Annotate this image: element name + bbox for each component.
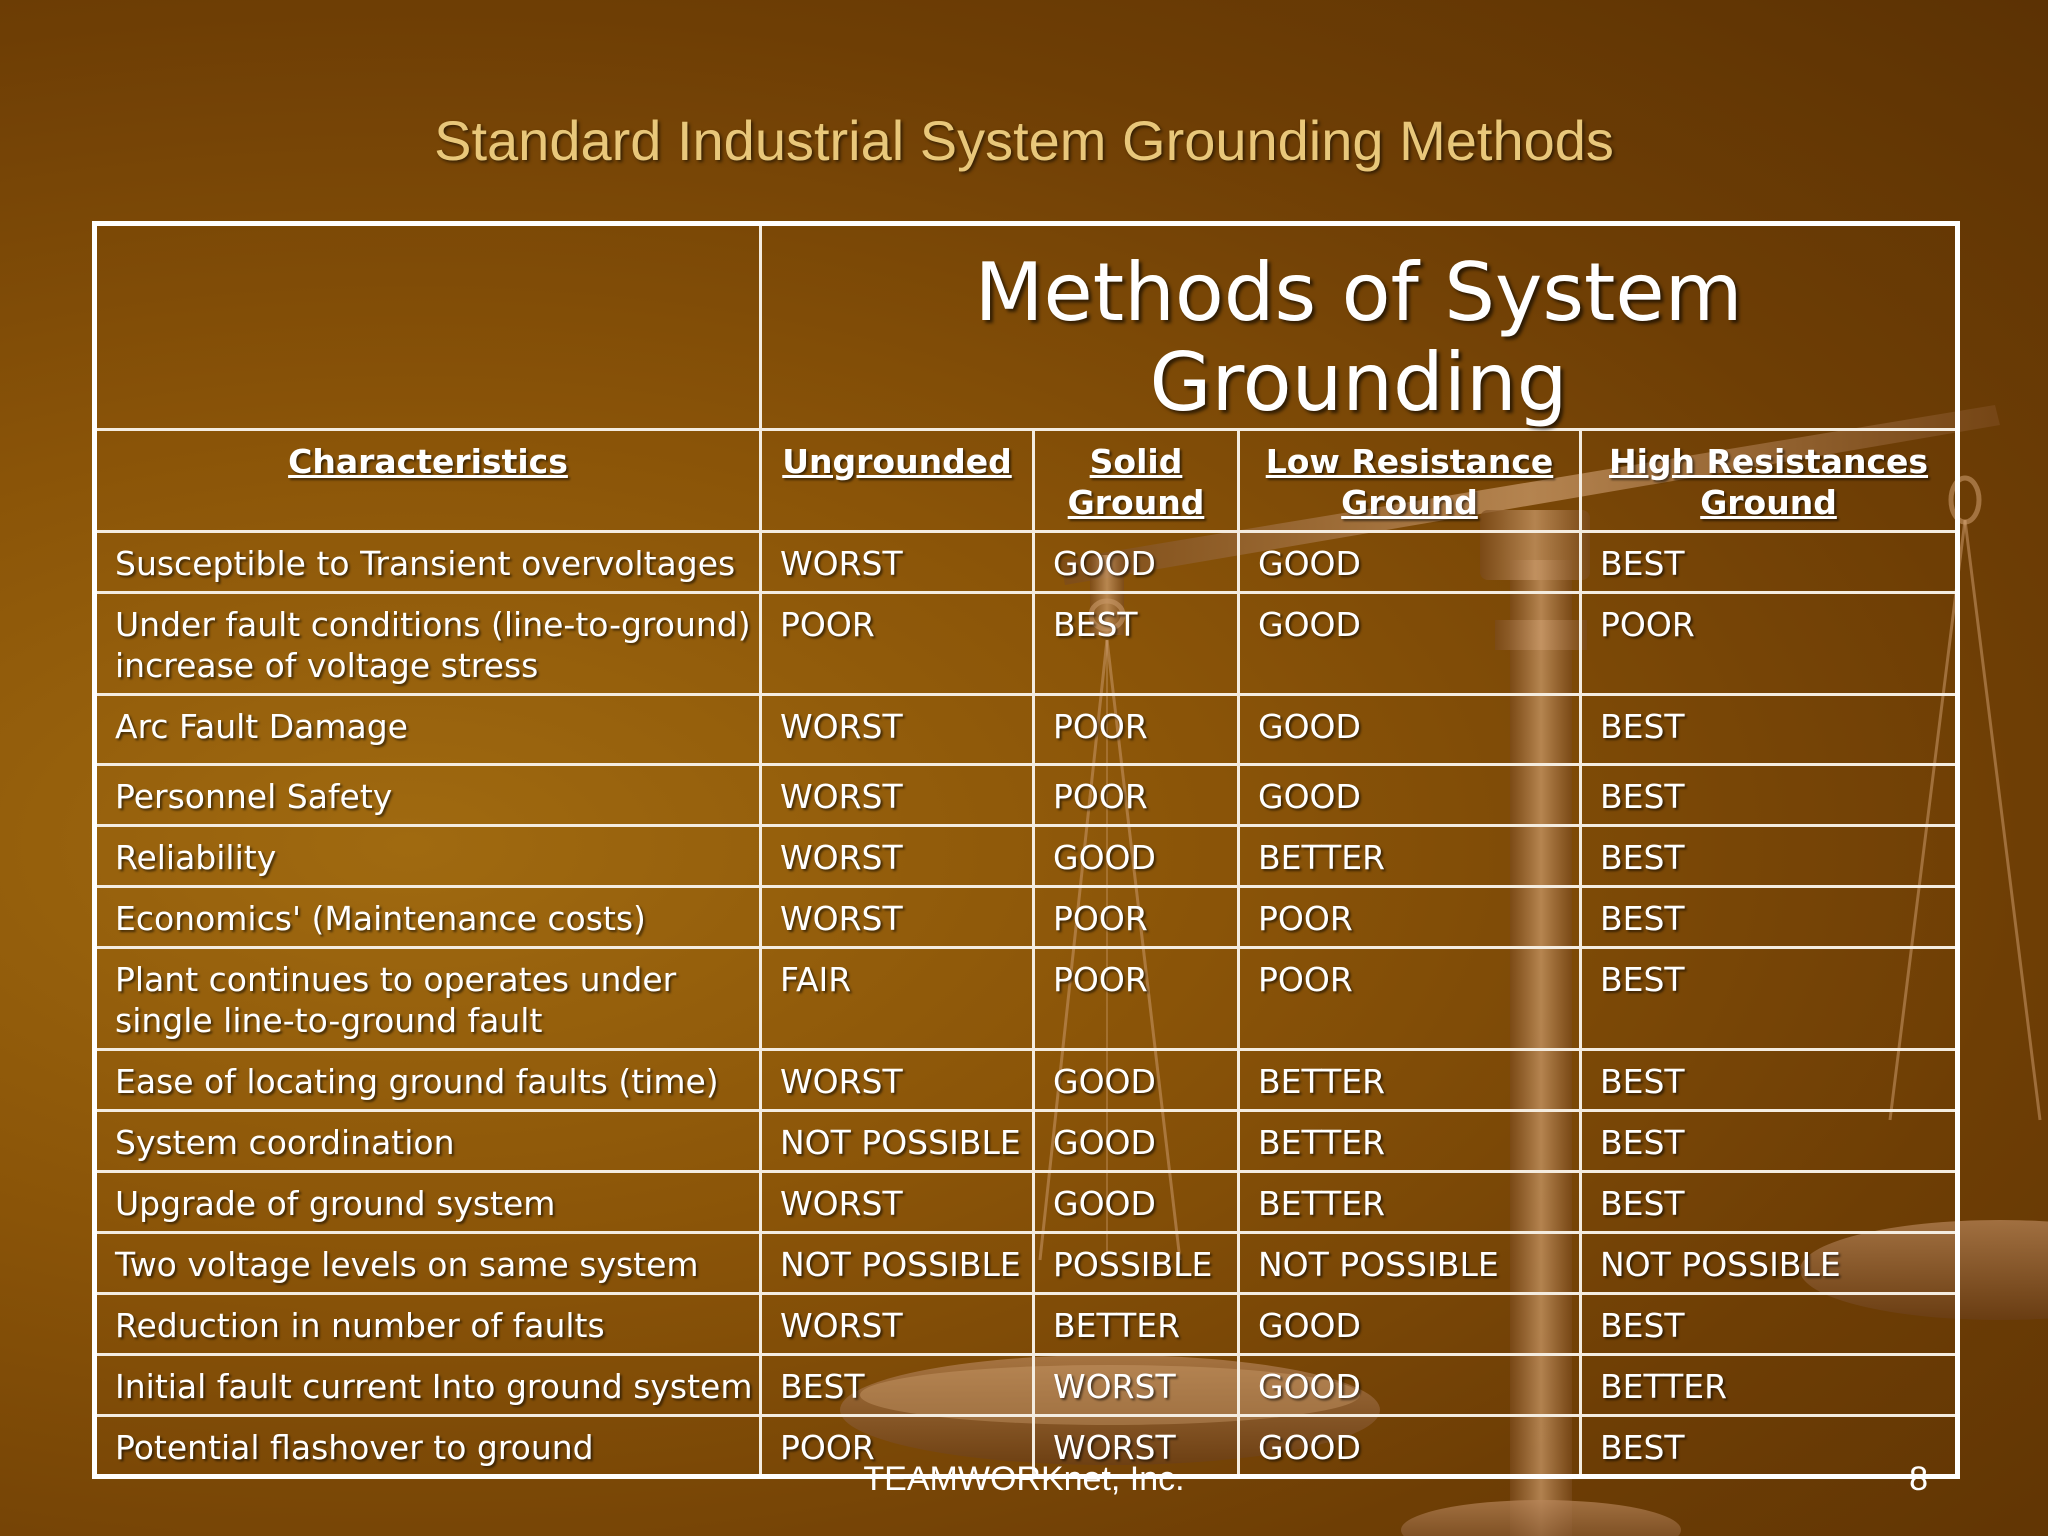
table-row: Two voltage levels on same system NOT PO… [93,1231,1960,1295]
table-row: Initial fault current Into ground system… [93,1353,1960,1417]
column-header-characteristics: Characteristics [93,428,762,533]
high-resistance-cell: BEST [1578,1414,1960,1478]
solid-ground-cell: POOR [1032,885,1240,949]
column-header-low-resistance-ground: Low Resistance Ground [1237,428,1582,533]
solid-ground-cell: GOOD [1032,1048,1240,1112]
column-header-high-resistances-ground: High Resistances Ground [1578,428,1960,533]
characteristic-cell: Upgrade of ground system [93,1170,762,1234]
table-row: Upgrade of ground system WORST GOOD BETT… [93,1170,1960,1234]
low-resistance-cell: BETTER [1237,1109,1582,1173]
column-header-solid-ground: Solid Ground [1032,428,1240,533]
table-row: Potential flashover to ground POOR WORST… [93,1414,1960,1478]
table-row: Economics' (Maintenance costs) WORST POO… [93,885,1960,949]
characteristic-cell: Reduction in number of faults [93,1292,762,1356]
column-header-ungrounded: Ungrounded [759,428,1035,533]
high-resistance-cell: BEST [1578,693,1960,766]
low-resistance-cell: NOT POSSIBLE [1237,1231,1582,1295]
ungrounded-cell: WORST [759,1170,1035,1234]
solid-ground-cell: WORST [1032,1353,1240,1417]
ungrounded-cell: FAIR [759,946,1035,1051]
ungrounded-cell: WORST [759,530,1035,594]
solid-ground-cell: BEST [1032,591,1240,696]
low-resistance-cell: BETTER [1237,1170,1582,1234]
table-row: Personnel Safety WORST POOR GOOD BEST [93,763,1960,827]
low-resistance-cell: GOOD [1237,693,1582,766]
slide-title: Standard Industrial System Grounding Met… [434,109,1614,172]
table-row: System coordination NOT POSSIBLE GOOD BE… [93,1109,1960,1173]
low-resistance-cell: GOOD [1237,763,1582,827]
low-resistance-cell: BETTER [1237,1048,1582,1112]
high-resistance-cell: BEST [1578,763,1960,827]
high-resistance-cell: BEST [1578,530,1960,594]
characteristic-cell: Potential flashover to ground [93,1414,762,1478]
low-resistance-cell: GOOD [1237,591,1582,696]
table-row: Ease of locating ground faults (time) WO… [93,1048,1960,1112]
ungrounded-cell: WORST [759,693,1035,766]
characteristic-cell: Two voltage levels on same system [93,1231,762,1295]
characteristic-cell: Ease of locating ground faults (time) [93,1048,762,1112]
solid-ground-cell: GOOD [1032,1170,1240,1234]
solid-ground-cell: POOR [1032,763,1240,827]
solid-ground-cell: POOR [1032,946,1240,1051]
low-resistance-cell: GOOD [1237,1353,1582,1417]
solid-ground-cell: GOOD [1032,824,1240,888]
empty-corner-cell [93,222,762,431]
ungrounded-cell: WORST [759,824,1035,888]
ungrounded-cell: NOT POSSIBLE [759,1109,1035,1173]
characteristic-cell: Plant continues to operates under single… [93,946,762,1051]
solid-ground-cell: POOR [1032,693,1240,766]
ungrounded-cell: POOR [759,1414,1035,1478]
characteristic-cell: Economics' (Maintenance costs) [93,885,762,949]
table-row: Susceptible to Transient overvoltages WO… [93,530,1960,594]
high-resistance-cell: BEST [1578,1292,1960,1356]
high-resistance-cell: BEST [1578,1048,1960,1112]
page-number: 8 [1909,1460,1928,1498]
ungrounded-cell: WORST [759,763,1035,827]
ungrounded-cell: BEST [759,1353,1035,1417]
solid-ground-cell: GOOD [1032,530,1240,594]
high-resistance-cell: NOT POSSIBLE [1578,1231,1960,1295]
table-row: Plant continues to operates under single… [93,946,1960,1051]
low-resistance-cell: GOOD [1237,530,1582,594]
high-resistance-cell: BETTER [1578,1353,1960,1417]
ungrounded-cell: POOR [759,591,1035,696]
solid-ground-cell: POSSIBLE [1032,1231,1240,1295]
ungrounded-cell: WORST [759,1048,1035,1112]
table-row: Reliability WORST GOOD BETTER BEST [93,824,1960,888]
characteristic-cell: Under fault conditions (line-to-ground) … [93,591,762,696]
solid-ground-cell: WORST [1032,1414,1240,1478]
high-resistance-cell: BEST [1578,946,1960,1051]
ungrounded-cell: WORST [759,885,1035,949]
characteristic-cell: Arc Fault Damage [93,693,762,766]
characteristic-cell: Personnel Safety [93,763,762,827]
low-resistance-cell: POOR [1237,946,1582,1051]
grounding-methods-table: Methods of System Grounding Characterist… [92,221,1961,1479]
solid-ground-cell: BETTER [1032,1292,1240,1356]
characteristic-cell: Reliability [93,824,762,888]
low-resistance-cell: POOR [1237,885,1582,949]
characteristic-cell: System coordination [93,1109,762,1173]
table-row: Arc Fault Damage WORST POOR GOOD BEST [93,693,1960,766]
ungrounded-cell: WORST [759,1292,1035,1356]
high-resistance-cell: BEST [1578,1170,1960,1234]
high-resistance-cell: BEST [1578,824,1960,888]
methods-group-header: Methods of System Grounding [758,222,1960,431]
solid-ground-cell: GOOD [1032,1109,1240,1173]
low-resistance-cell: GOOD [1237,1414,1582,1478]
table-row: Reduction in number of faults WORST BETT… [93,1292,1960,1356]
characteristic-cell: Susceptible to Transient overvoltages [93,530,762,594]
characteristic-cell: Initial fault current Into ground system [93,1353,762,1417]
low-resistance-cell: BETTER [1237,824,1582,888]
table-row: Under fault conditions (line-to-ground) … [93,591,1960,696]
high-resistance-cell: POOR [1578,591,1960,696]
low-resistance-cell: GOOD [1237,1292,1582,1356]
high-resistance-cell: BEST [1578,1109,1960,1173]
ungrounded-cell: NOT POSSIBLE [759,1231,1035,1295]
footer-company-name: TEAMWORKnet, Inc. [863,1460,1185,1498]
high-resistance-cell: BEST [1578,885,1960,949]
